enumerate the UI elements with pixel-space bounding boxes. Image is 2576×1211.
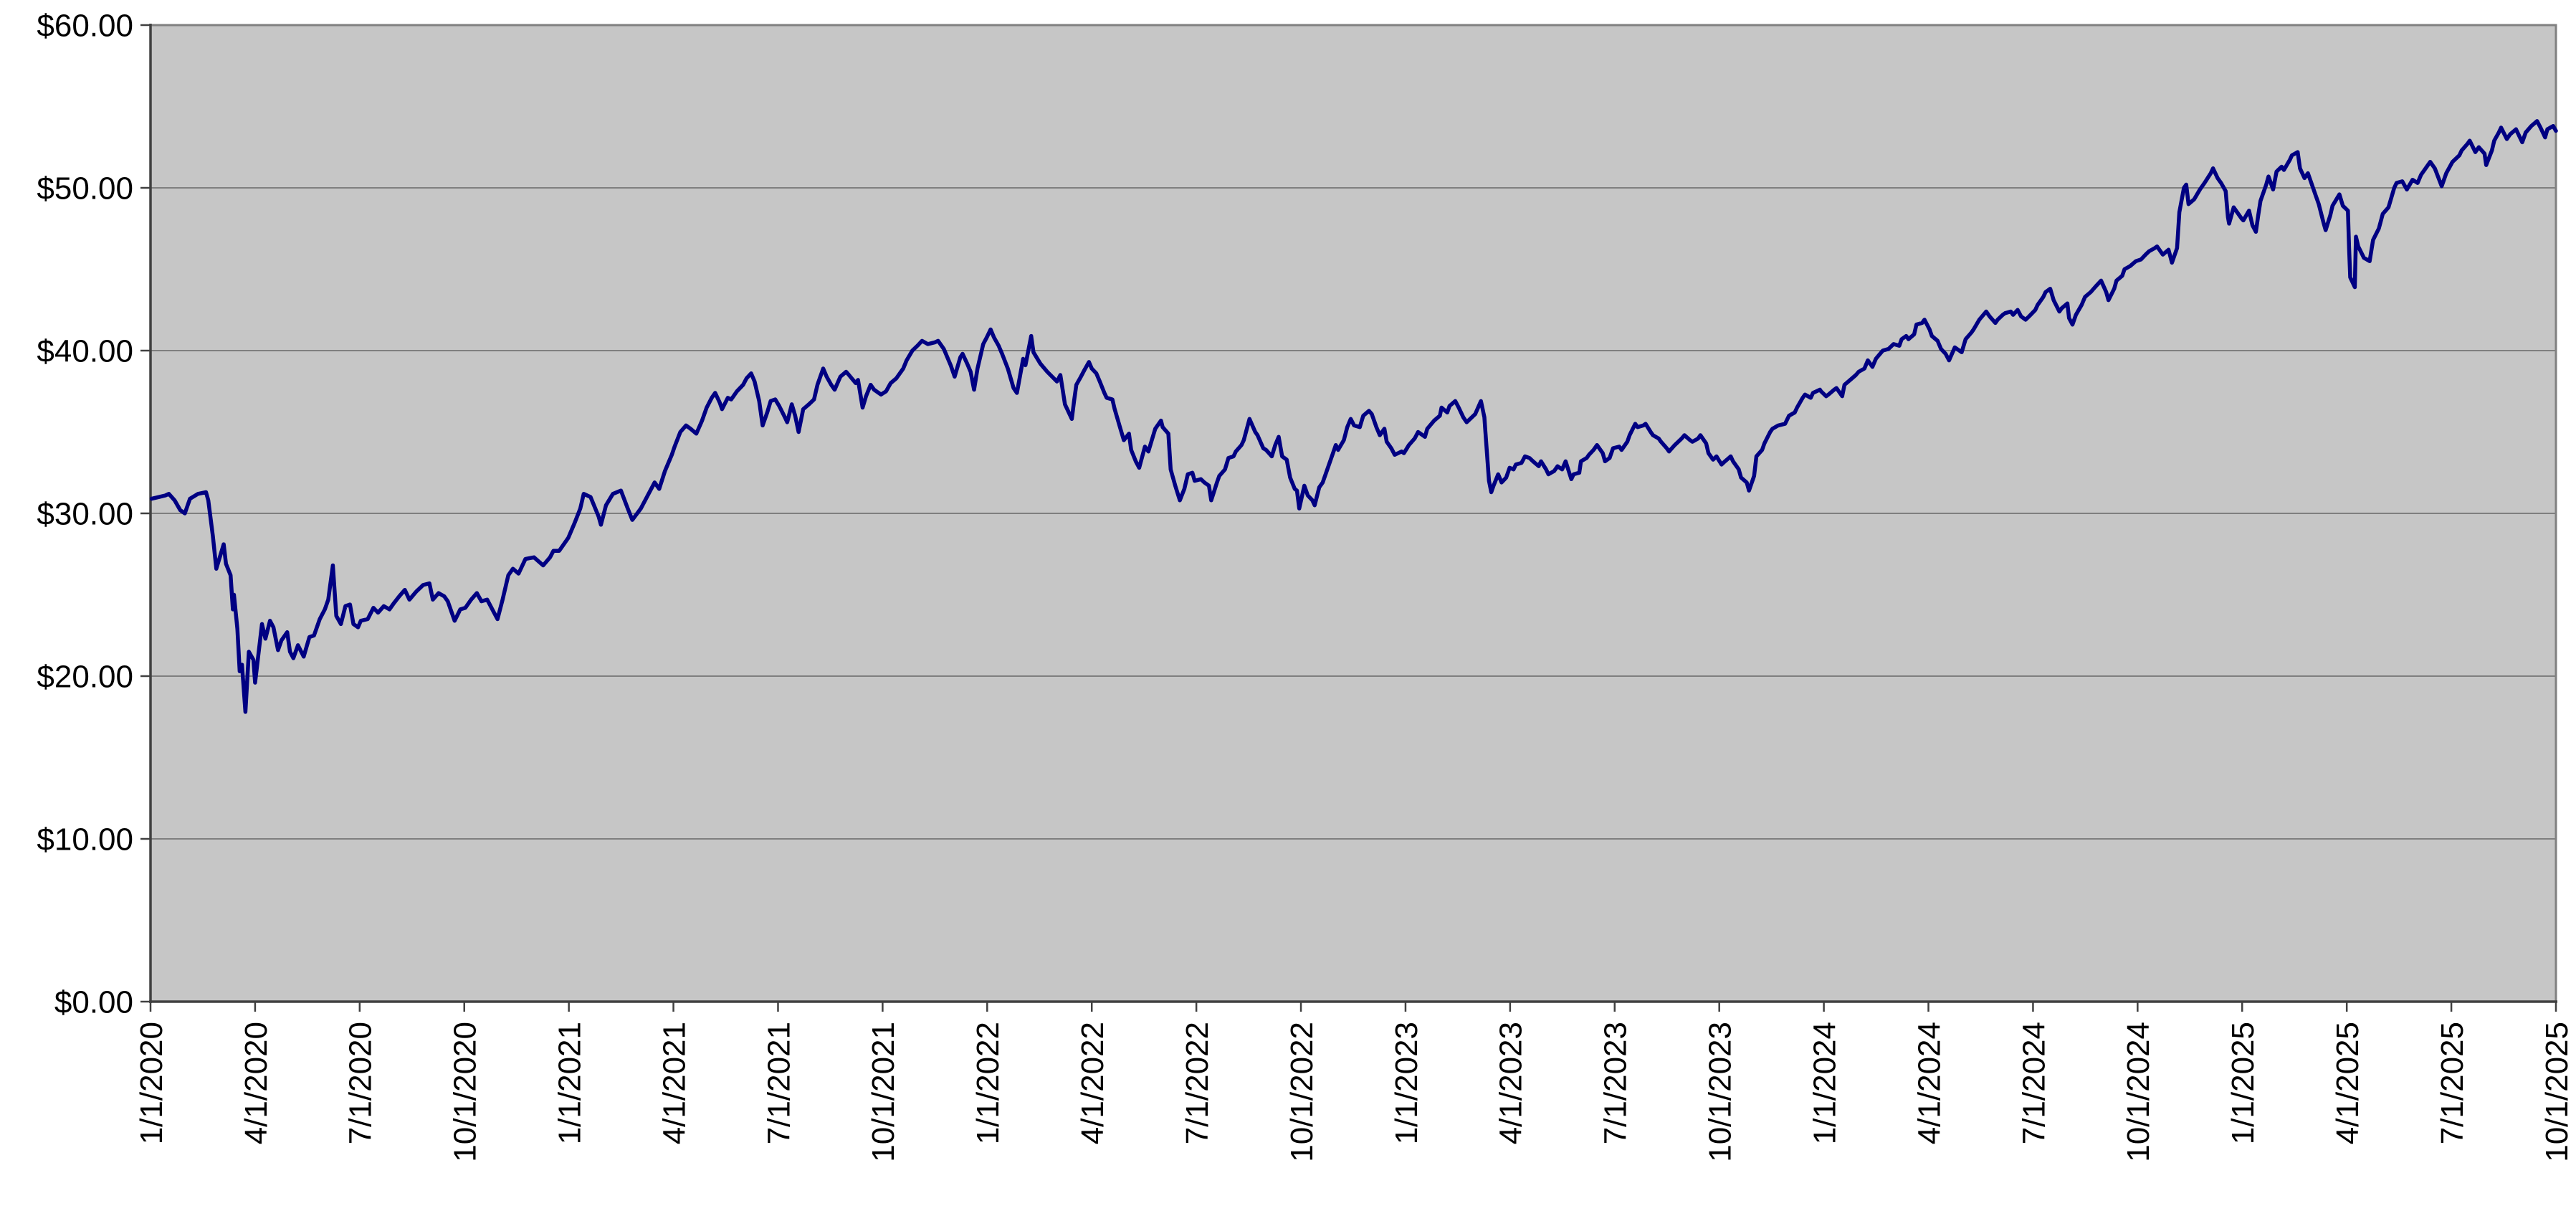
x-axis-label: 10/1/2025 [2539,1022,2575,1162]
x-axis-label: 10/1/2022 [1284,1022,1320,1162]
x-axis-label: 1/1/2022 [970,1022,1006,1144]
x-axis-label: 4/1/2022 [1075,1022,1110,1144]
x-axis-label: 4/1/2021 [657,1022,692,1144]
y-axis-label: $40.00 [37,333,133,369]
x-axis-label: 10/1/2023 [1703,1022,1738,1162]
x-axis-label: 7/1/2023 [1598,1022,1633,1144]
x-axis-label: 10/1/2020 [448,1022,483,1162]
x-axis-label: 1/1/2024 [1807,1022,1842,1144]
x-axis-label: 7/1/2021 [761,1022,796,1144]
x-axis-label: 1/1/2023 [1389,1022,1424,1144]
y-axis-label: $50.00 [37,171,133,206]
x-axis-label: 4/1/2020 [239,1022,274,1144]
x-axis-label: 7/1/2025 [2435,1022,2470,1144]
y-axis-label: $60.00 [37,8,133,43]
price-line-series [149,119,2558,714]
x-axis-label: 10/1/2024 [2121,1022,2156,1162]
x-axis-label: 1/1/2025 [2226,1022,2261,1144]
x-axis-label: 4/1/2025 [2330,1022,2365,1144]
x-axis-label: 7/1/2022 [1180,1022,1215,1144]
x-axis-label: 1/1/2021 [552,1022,587,1144]
y-axis-label: $30.00 [37,496,133,531]
y-axis-label: $10.00 [37,822,133,857]
x-axis-label: 7/1/2020 [343,1022,378,1144]
x-axis-label: 4/1/2023 [1494,1022,1529,1144]
x-axis-label: 4/1/2024 [1912,1022,1947,1144]
x-axis-label: 7/1/2024 [2016,1022,2051,1144]
x-axis-label: 1/1/2020 [134,1022,169,1144]
x-axis-label: 10/1/2021 [866,1022,901,1162]
y-axis-label: $0.00 [54,984,133,1020]
y-axis-label: $20.00 [37,659,133,694]
